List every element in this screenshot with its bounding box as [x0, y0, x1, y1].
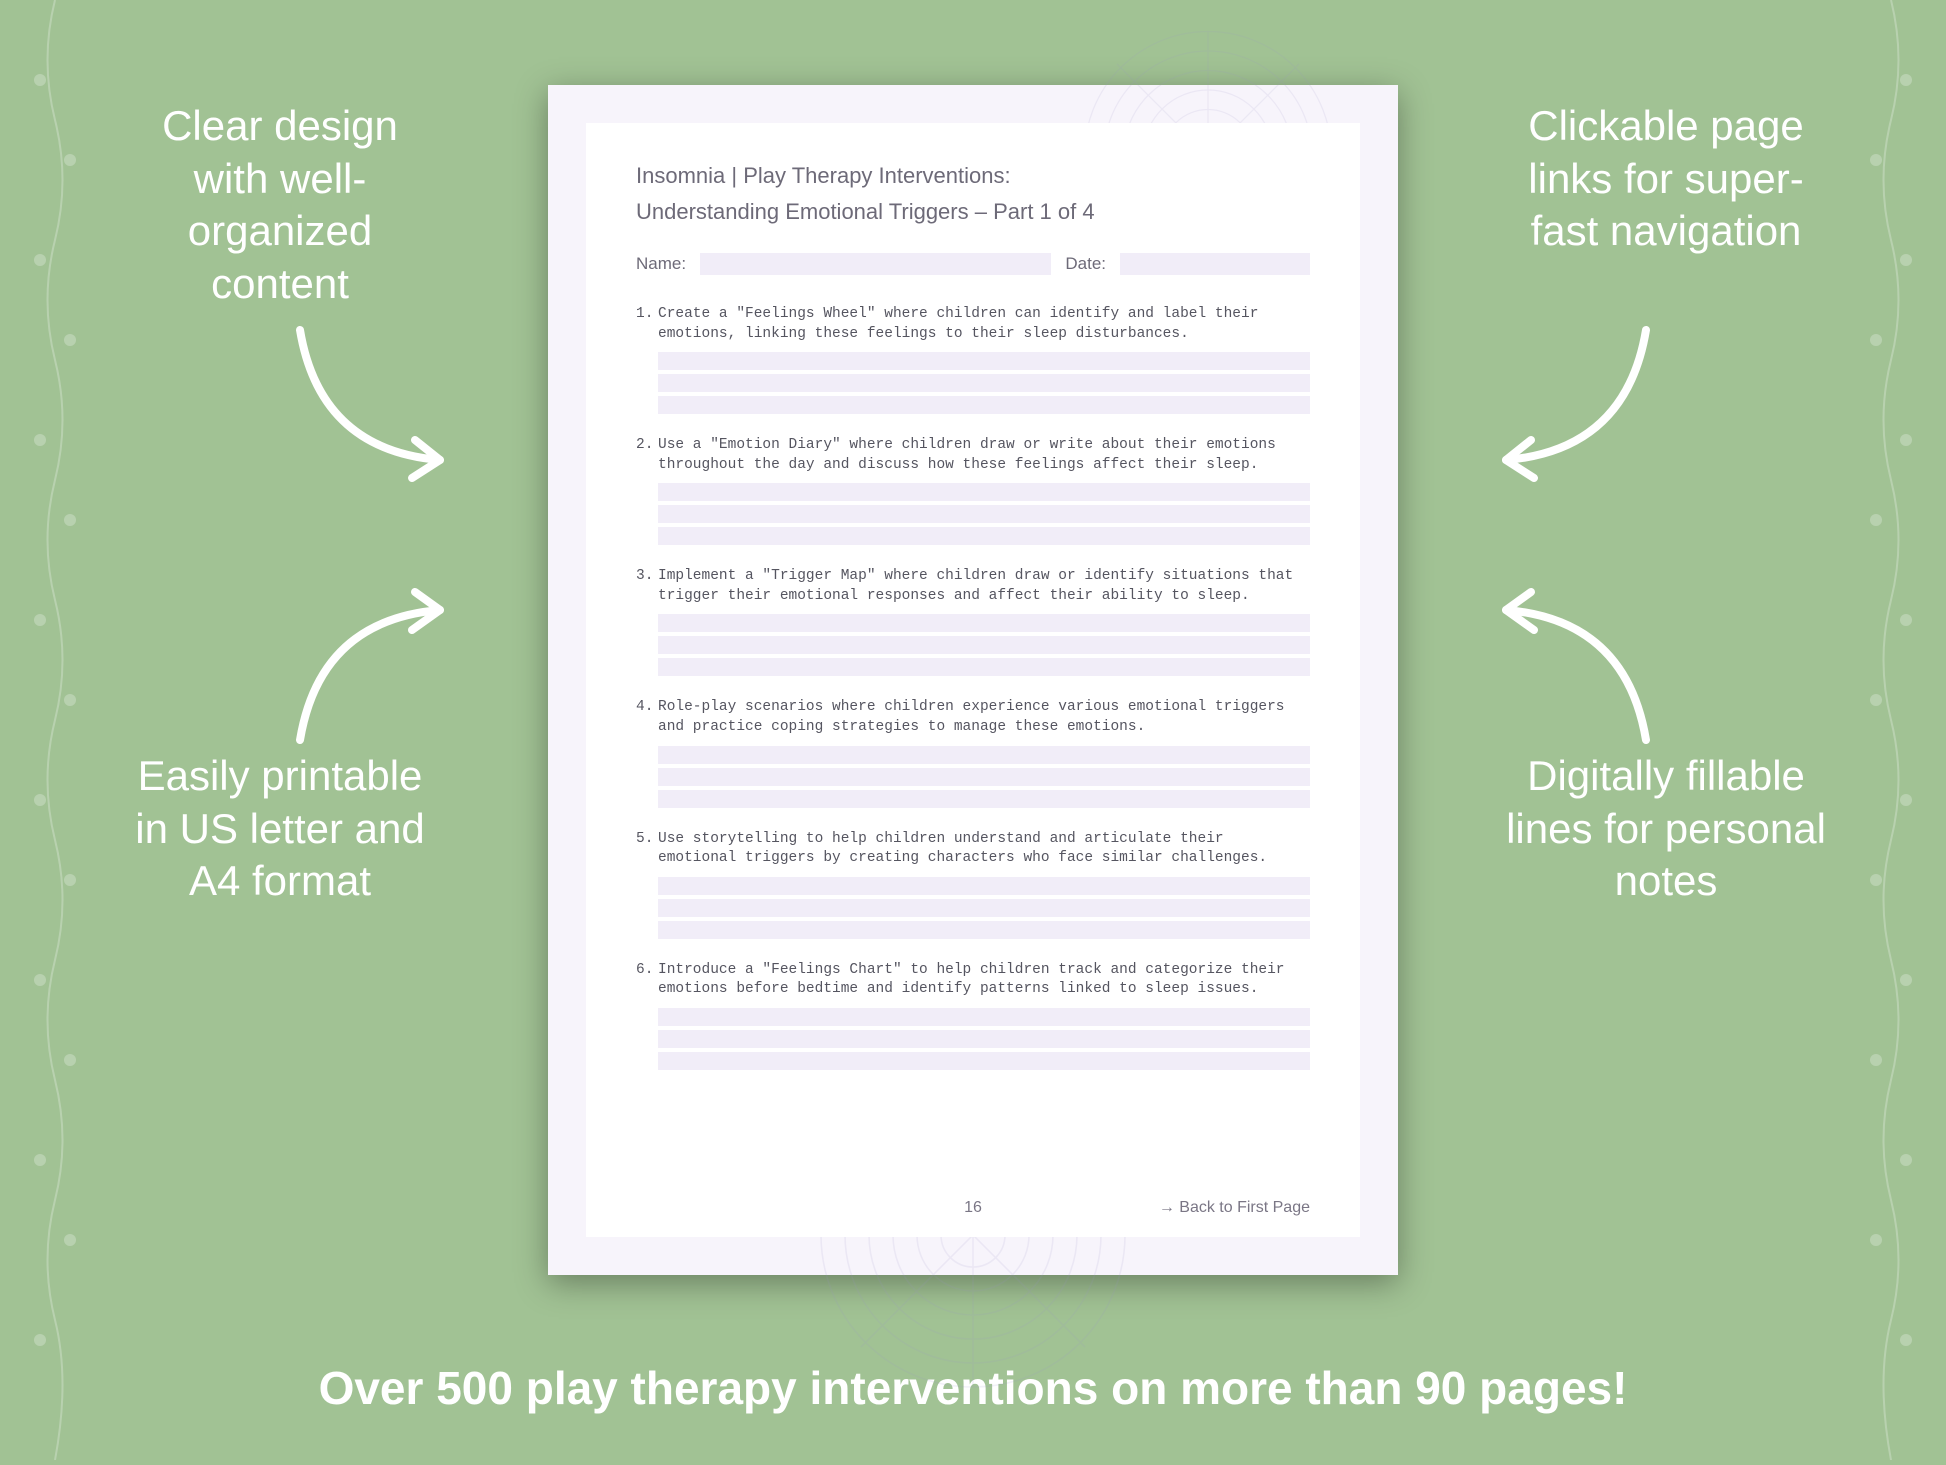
name-label: Name:: [636, 254, 686, 274]
item-number: 5.: [636, 830, 658, 869]
fill-line[interactable]: [658, 352, 1310, 370]
fill-line[interactable]: [658, 505, 1310, 523]
items-list: 1. Create a "Feelings Wheel" where child…: [636, 305, 1310, 1070]
name-date-row: Name: Date:: [636, 253, 1310, 275]
arrow-top-left-icon: [280, 310, 460, 490]
callout-top-left: Clear design with well-organized content: [120, 100, 440, 310]
callout-bottom-left: Easily printable in US letter and A4 for…: [120, 750, 440, 908]
floral-border-left: [10, 0, 100, 1460]
item-number: 1.: [636, 305, 658, 344]
item-body: Introduce a "Feelings Chart" to help chi…: [658, 961, 1310, 1000]
fill-lines: [658, 1008, 1310, 1070]
list-item: 1. Create a "Feelings Wheel" where child…: [636, 305, 1310, 414]
item-body: Create a "Feelings Wheel" where children…: [658, 305, 1310, 344]
fill-line[interactable]: [658, 746, 1310, 764]
date-label: Date:: [1065, 254, 1106, 274]
fill-lines: [658, 877, 1310, 939]
list-item: 3. Implement a "Trigger Map" where child…: [636, 567, 1310, 676]
document-inner: Insomnia | Play Therapy Interventions: U…: [586, 123, 1360, 1237]
item-number: 6.: [636, 961, 658, 1000]
item-number: 2.: [636, 436, 658, 475]
fill-lines: [658, 483, 1310, 545]
list-item: 5. Use storytelling to help children und…: [636, 830, 1310, 939]
item-number: 4.: [636, 698, 658, 737]
fill-line[interactable]: [658, 877, 1310, 895]
fill-line[interactable]: [658, 921, 1310, 939]
callout-top-right: Clickable page links for super-fast navi…: [1506, 100, 1826, 258]
fill-line[interactable]: [658, 1030, 1310, 1048]
fill-line[interactable]: [658, 899, 1310, 917]
arrow-bottom-right-icon: [1486, 580, 1666, 760]
fill-lines: [658, 746, 1310, 808]
fill-line[interactable]: [658, 527, 1310, 545]
fill-line[interactable]: [658, 790, 1310, 808]
list-item: 2. Use a "Emotion Diary" where children …: [636, 436, 1310, 545]
item-body: Use storytelling to help children unders…: [658, 830, 1310, 869]
fill-line[interactable]: [658, 658, 1310, 676]
fill-line[interactable]: [658, 374, 1310, 392]
floral-border-right: [1846, 0, 1936, 1460]
callout-bottom-right: Digitally fillable lines for personal no…: [1506, 750, 1826, 908]
fill-line[interactable]: [658, 483, 1310, 501]
list-item: 4. Role-play scenarios where children ex…: [636, 698, 1310, 807]
date-field[interactable]: [1120, 253, 1310, 275]
fill-line[interactable]: [658, 768, 1310, 786]
fill-line[interactable]: [658, 614, 1310, 632]
back-to-first-page-link[interactable]: → Back to First Page: [1159, 1199, 1310, 1217]
fill-line[interactable]: [658, 1008, 1310, 1026]
item-body: Role-play scenarios where children exper…: [658, 698, 1310, 737]
fill-line[interactable]: [658, 1052, 1310, 1070]
fill-line[interactable]: [658, 636, 1310, 654]
item-body: Implement a "Trigger Map" where children…: [658, 567, 1310, 606]
arrow-top-right-icon: [1486, 310, 1666, 490]
fill-line[interactable]: [658, 396, 1310, 414]
list-item: 6. Introduce a "Feelings Chart" to help …: [636, 961, 1310, 1070]
document-title-line2: Understanding Emotional Triggers – Part …: [636, 199, 1310, 225]
name-field[interactable]: [700, 253, 1051, 275]
page-number: 16: [964, 1199, 982, 1217]
fill-lines: [658, 614, 1310, 676]
document-title-line1: Insomnia | Play Therapy Interventions:: [636, 163, 1310, 189]
arrow-bottom-left-icon: [280, 580, 460, 760]
fill-lines: [658, 352, 1310, 414]
document-page: Insomnia | Play Therapy Interventions: U…: [548, 85, 1398, 1275]
page-footer: 16 → Back to First Page: [636, 1199, 1310, 1217]
item-number: 3.: [636, 567, 658, 606]
item-body: Use a "Emotion Diary" where children dra…: [658, 436, 1310, 475]
